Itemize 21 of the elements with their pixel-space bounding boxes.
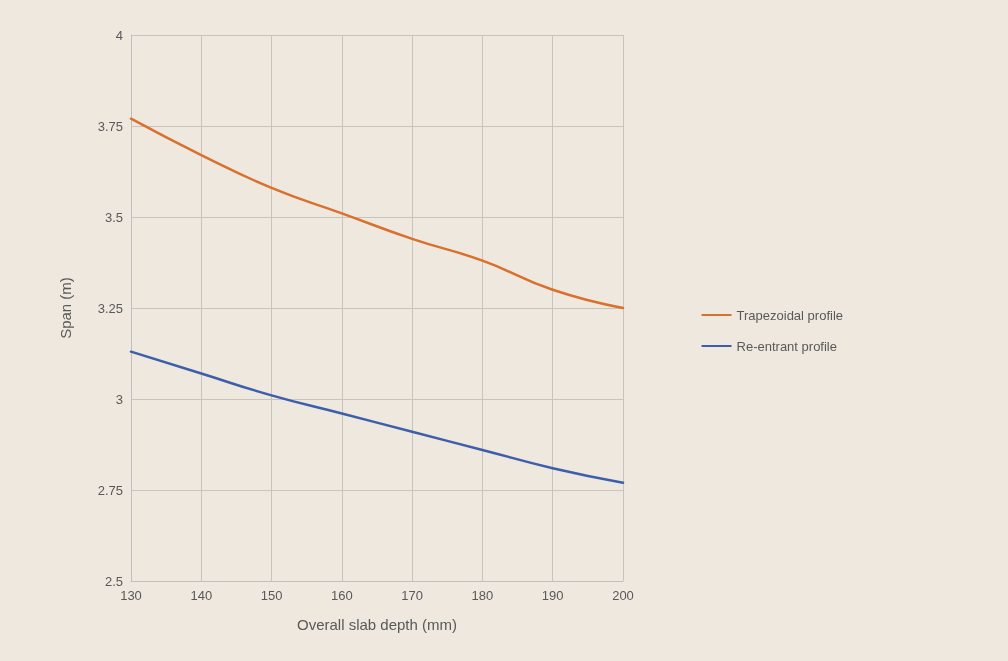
- x-tick-label: 180: [471, 588, 494, 603]
- x-tick-label: 150: [260, 588, 283, 603]
- x-tick-label: 200: [612, 588, 634, 603]
- y-tick-label: 2.5: [104, 573, 123, 589]
- x-axis-title: Overall slab depth (mm): [296, 616, 458, 633]
- legend-label: Trapezoidal profile: [736, 307, 844, 323]
- y-tick-label: 3.25: [97, 300, 123, 316]
- x-tick-label: 170: [401, 588, 423, 603]
- x-tick-label: 160: [331, 588, 353, 603]
- y-tick-label: 4: [115, 27, 123, 43]
- line-series: [129, 350, 625, 484]
- y-tick-label: 3: [115, 391, 123, 407]
- x-tick-label: 190: [541, 588, 564, 603]
- x-tick-label: 140: [190, 588, 213, 603]
- y-axis-title: Span (m): [57, 277, 74, 339]
- legend-label: Re-entrant profile: [736, 338, 837, 354]
- y-tick-label: 3.5: [104, 209, 123, 225]
- y-tick-label: 2.75: [97, 482, 123, 498]
- x-tick-label: 130: [120, 588, 142, 603]
- y-tick-label: 3.75: [97, 118, 123, 134]
- line-series: [129, 117, 625, 310]
